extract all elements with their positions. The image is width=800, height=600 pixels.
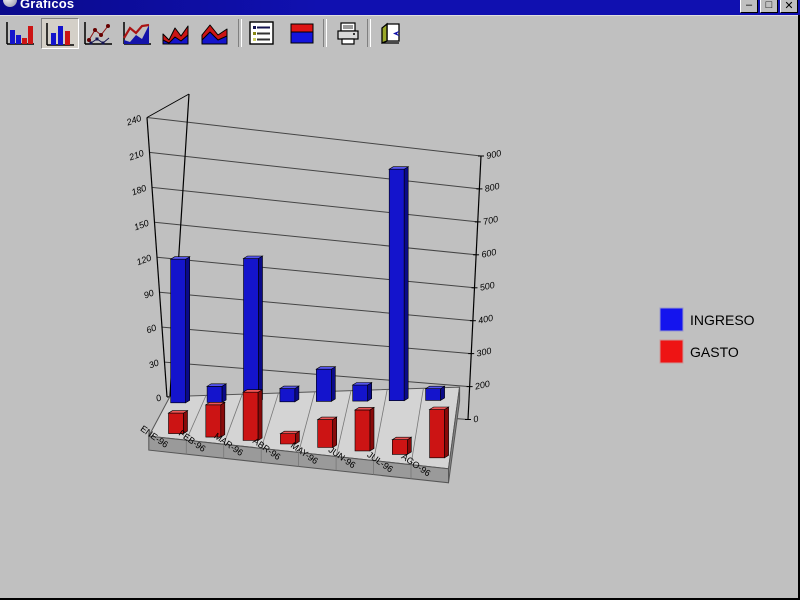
svg-text:INGRESO: INGRESO [690, 312, 755, 328]
svg-text:800: 800 [484, 181, 501, 194]
svg-text:400: 400 [477, 313, 494, 326]
svg-text:240: 240 [124, 113, 142, 128]
svg-text:120: 120 [135, 253, 153, 268]
svg-text:GASTO: GASTO [690, 344, 739, 360]
svg-text:200: 200 [473, 379, 491, 392]
svg-text:600: 600 [480, 247, 497, 260]
svg-text:0: 0 [472, 414, 479, 425]
svg-text:210: 210 [127, 148, 145, 163]
svg-text:150: 150 [133, 218, 151, 233]
svg-text:900: 900 [485, 148, 502, 161]
svg-text:180: 180 [130, 183, 148, 198]
svg-text:60: 60 [145, 323, 158, 336]
svg-text:500: 500 [479, 280, 496, 293]
svg-text:300: 300 [476, 346, 493, 359]
svg-text:0: 0 [155, 392, 163, 403]
svg-text:90: 90 [142, 288, 155, 301]
svg-text:30: 30 [147, 358, 160, 371]
svg-text:700: 700 [482, 214, 499, 227]
